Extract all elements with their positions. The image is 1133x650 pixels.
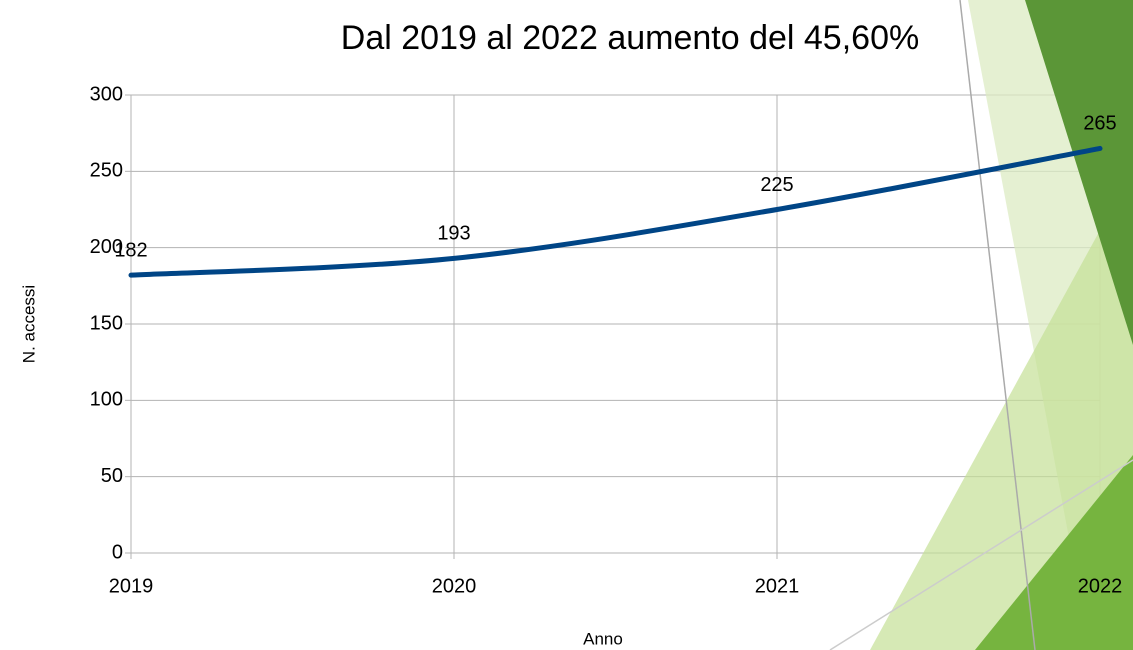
x-axis-title: Anno xyxy=(583,629,623,648)
y-tick-label: 250 xyxy=(90,160,123,182)
y-tick-label: 100 xyxy=(90,389,123,411)
x-tick-label: 2020 xyxy=(432,575,477,597)
y-tick-label: 300 xyxy=(90,83,123,105)
value-label: 182 xyxy=(114,239,147,261)
chart-title: Dal 2019 al 2022 aumento del 45,60% xyxy=(341,19,919,57)
line xyxy=(131,148,1100,275)
x-tick-label: 2021 xyxy=(755,575,800,597)
y-tick-label: 50 xyxy=(101,465,123,487)
value-label: 265 xyxy=(1083,113,1116,135)
y-tick-label: 150 xyxy=(90,312,123,334)
y-tick-label: 0 xyxy=(112,541,123,563)
value-label: 193 xyxy=(437,223,470,245)
chart: Dal 2019 al 2022 aumento del 45,60% Anno… xyxy=(0,0,1133,650)
y-axis-title: N. accessi xyxy=(19,285,38,363)
x-tick-label: 2022 xyxy=(1078,575,1123,597)
grid xyxy=(125,95,1100,559)
value-label: 225 xyxy=(760,174,793,196)
x-tick-label: 2019 xyxy=(109,575,154,597)
